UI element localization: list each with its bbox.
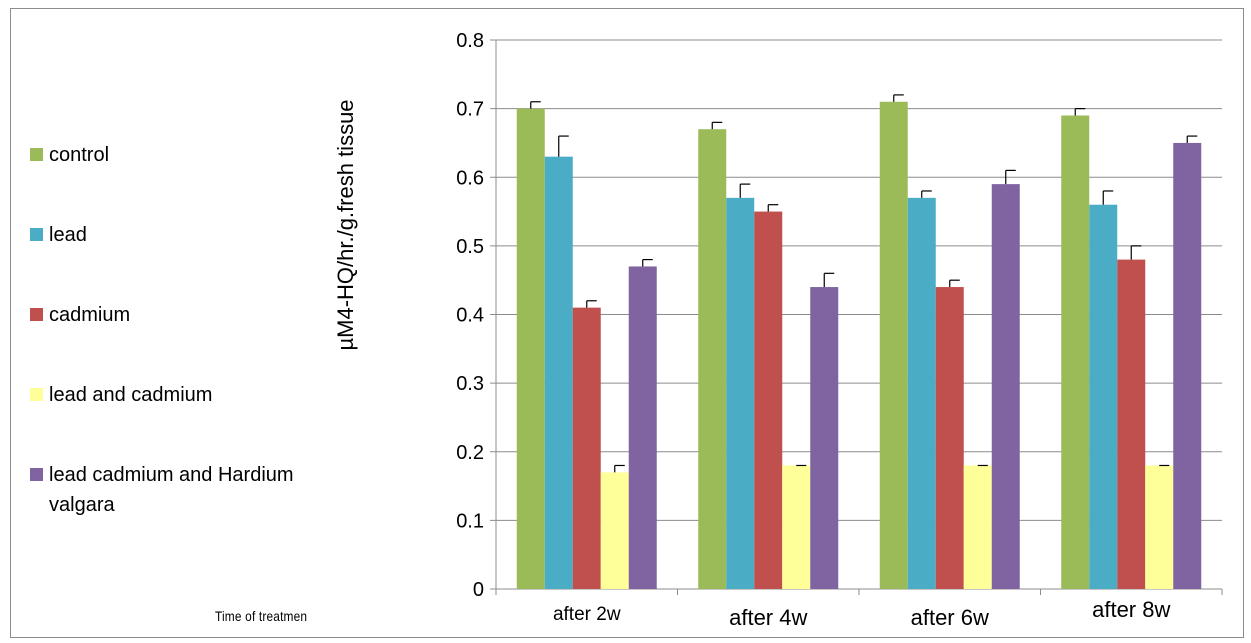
y-tick-label: 0.2 bbox=[456, 442, 484, 464]
legend-label: control bbox=[49, 144, 110, 166]
y-axis-label: µM4-HQ/hr./g.fresh tissue bbox=[333, 99, 358, 351]
bar-cadmium bbox=[572, 307, 601, 589]
bar-lead bbox=[1089, 204, 1118, 589]
legend-swatch bbox=[30, 228, 43, 241]
bar-control bbox=[516, 108, 545, 589]
bar-lead bbox=[907, 197, 936, 589]
bar-lead-and-cadmium bbox=[782, 465, 811, 589]
legend-item: control bbox=[30, 140, 109, 170]
bar-lead-and-cadmium bbox=[963, 465, 992, 589]
bar-lead-cadmium-and-hardium-valgara bbox=[991, 184, 1020, 590]
legend-label: cadmium bbox=[49, 304, 131, 326]
y-tick-label: 0.3 bbox=[456, 373, 484, 395]
bar-lead-cadmium-and-hardium-valgara bbox=[810, 287, 839, 589]
bar-cadmium bbox=[754, 211, 783, 589]
bar-cadmium bbox=[1117, 259, 1146, 589]
bar-lead bbox=[726, 197, 755, 589]
x-category-label: after 4w bbox=[729, 605, 807, 630]
y-tick-label: 0.1 bbox=[456, 510, 484, 532]
y-tick-label: 0.8 bbox=[456, 30, 484, 52]
bar-lead-cadmium-and-hardium-valgara bbox=[1173, 142, 1202, 589]
x-category-label: after 6w bbox=[911, 605, 989, 630]
bar-control bbox=[879, 101, 908, 589]
bar-lead-and-cadmium bbox=[1145, 465, 1174, 589]
y-tick-label: 0 bbox=[473, 579, 484, 601]
legend-label: lead cadmium and Hardium valgara bbox=[49, 464, 294, 516]
x-category-label: after 8w bbox=[1092, 597, 1170, 622]
legend-item: lead bbox=[30, 220, 87, 250]
legend-item: lead cadmium and Hardium valgara bbox=[30, 460, 299, 520]
legend-item: lead and cadmium bbox=[30, 380, 212, 410]
legend-label: lead bbox=[49, 224, 87, 246]
bar-lead bbox=[544, 156, 573, 589]
legend-label: lead and cadmium bbox=[49, 384, 213, 406]
bar-control bbox=[1061, 115, 1090, 590]
legend-swatch bbox=[30, 468, 43, 481]
x-category-label: after 2w bbox=[553, 604, 621, 625]
x-axis-caption: Time of treatmen bbox=[215, 608, 308, 624]
legend-swatch bbox=[30, 148, 43, 161]
y-tick-label: 0.7 bbox=[456, 99, 484, 121]
bar-lead-cadmium-and-hardium-valgara bbox=[628, 266, 657, 589]
legend-item: cadmium bbox=[30, 300, 130, 330]
legend-swatch bbox=[30, 388, 43, 401]
chart-frame bbox=[10, 8, 1244, 638]
y-tick-label: 0.4 bbox=[456, 305, 484, 327]
legend-swatch bbox=[30, 308, 43, 321]
bar-cadmium bbox=[935, 287, 964, 589]
bar-lead-and-cadmium bbox=[600, 472, 629, 589]
y-tick-label: 0.5 bbox=[456, 236, 484, 258]
bar-control bbox=[698, 129, 727, 589]
y-tick-label: 0.6 bbox=[456, 167, 484, 189]
